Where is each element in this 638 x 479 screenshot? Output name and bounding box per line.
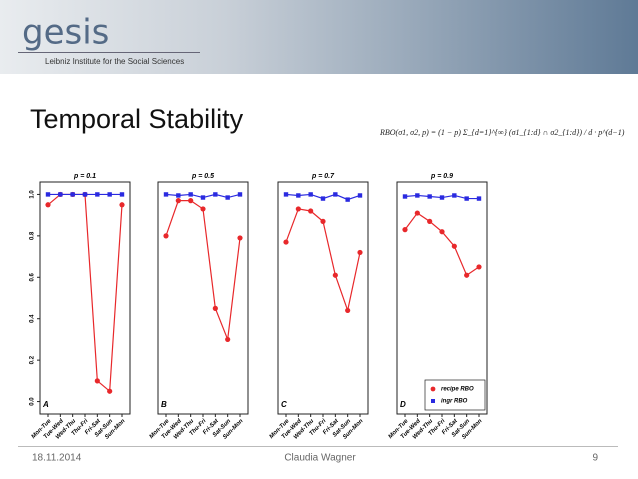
point: [332, 272, 338, 278]
point: [320, 218, 326, 224]
point: [476, 196, 482, 201]
point: [402, 227, 408, 233]
panel-letter: D: [400, 400, 406, 409]
point: [175, 198, 181, 204]
point: [345, 307, 351, 314]
panel-letter: B: [161, 400, 167, 409]
y-tick-label: 0.0: [30, 397, 36, 406]
point: [45, 202, 51, 208]
point: [225, 195, 230, 200]
y-tick-label: 0.8: [30, 231, 36, 240]
panel-title: p = 0.5: [191, 173, 214, 180]
plot-frame: [277, 181, 369, 415]
plot-frame: [157, 181, 249, 415]
series-line: [285, 208, 361, 313]
series-line: [404, 212, 480, 277]
institute: Leibniz Institute for the Social Science…: [45, 57, 184, 66]
footer-date: 18.11.2014: [32, 453, 82, 464]
plot-frame: [396, 181, 488, 415]
point: [439, 195, 445, 200]
y-tick-label: 0.4: [30, 314, 36, 323]
point: [45, 192, 51, 197]
panel-title: p = 0.7: [311, 173, 335, 180]
point: [414, 210, 420, 216]
legend-box: [424, 379, 486, 411]
formula: RBO(σ1, σ2, p) = (1 − p) Σ_{d=1}^{∞} (σ1…: [379, 128, 625, 137]
point: [295, 206, 301, 212]
point: [464, 196, 469, 201]
header-rule: [18, 52, 200, 53]
point: [200, 195, 206, 200]
legend-swatch: [430, 386, 436, 392]
point: [308, 208, 314, 214]
point: [119, 202, 125, 208]
point: [451, 243, 457, 249]
point: [296, 193, 301, 198]
series-line: [165, 200, 241, 340]
point: [237, 192, 243, 197]
point: [107, 192, 112, 197]
point: [439, 229, 445, 235]
point: [95, 192, 100, 197]
point: [107, 388, 113, 394]
panel-letter: A: [42, 400, 49, 409]
point: [213, 192, 218, 197]
panel-title: p = 0.9: [430, 173, 453, 180]
point: [464, 272, 470, 278]
point: [415, 193, 420, 198]
point: [357, 193, 363, 198]
point: [82, 192, 88, 197]
point: [94, 378, 100, 384]
logo: gesis: [22, 13, 109, 53]
legend-swatch: [431, 399, 435, 403]
panel-title: p = 0.1: [73, 173, 96, 180]
point: [333, 192, 338, 197]
slide-title: Temporal Stability: [30, 104, 244, 134]
legend-label: recipe RBO: [441, 387, 474, 393]
footer-page: 9: [592, 453, 598, 464]
point: [427, 194, 432, 199]
plot-frame: [39, 181, 131, 415]
point: [320, 196, 326, 201]
point: [119, 192, 125, 197]
point: [357, 249, 363, 256]
point: [176, 193, 181, 198]
point: [308, 192, 313, 197]
y-tick-label: 1.0: [30, 190, 36, 199]
footer-rule: [18, 446, 618, 447]
point: [452, 193, 457, 198]
point: [212, 305, 218, 311]
point: [200, 206, 206, 212]
point: [402, 194, 408, 199]
series-line: [47, 193, 123, 393]
point: [58, 192, 63, 197]
point: [237, 235, 243, 241]
point: [427, 218, 433, 224]
y-tick-label: 0.2: [30, 355, 36, 364]
header-band: [0, 0, 638, 74]
footer-author: Claudia Wagner: [284, 453, 356, 464]
legend-label: ingr RBO: [441, 399, 468, 405]
point: [225, 336, 231, 343]
point: [476, 264, 482, 270]
point: [283, 239, 289, 245]
point: [283, 192, 289, 197]
point: [70, 192, 75, 197]
point: [163, 233, 169, 239]
panel-letter: C: [281, 400, 287, 409]
y-tick-label: 0.6: [30, 272, 36, 281]
point: [345, 197, 350, 202]
point: [188, 192, 193, 197]
point: [188, 198, 194, 204]
point: [163, 192, 169, 197]
